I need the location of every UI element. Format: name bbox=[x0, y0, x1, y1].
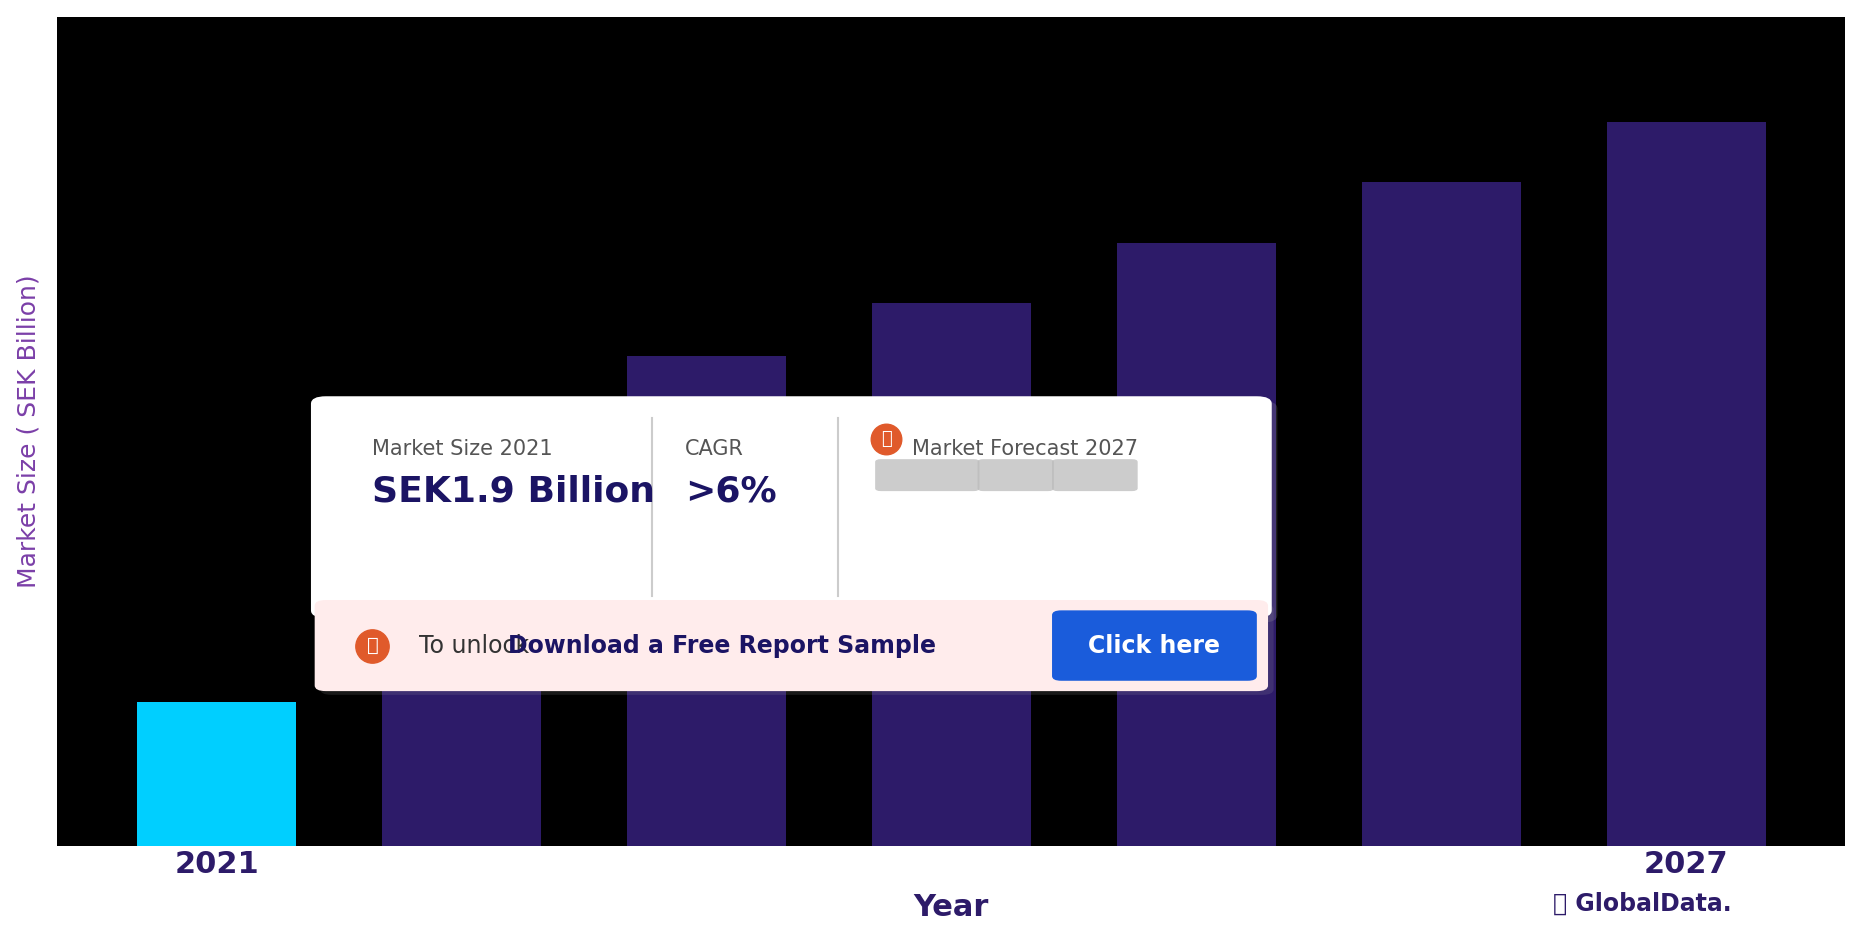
Bar bbox=[1117, 243, 1275, 846]
Text: 🔒: 🔒 bbox=[881, 430, 892, 449]
Text: To unlock: To unlock bbox=[419, 634, 536, 657]
Y-axis label: Market Size ( SEK Billion): Market Size ( SEK Billion) bbox=[17, 274, 41, 588]
Bar bbox=[1361, 182, 1521, 846]
Text: SEK1.9 Billion: SEK1.9 Billion bbox=[372, 474, 655, 508]
Text: CAGR: CAGR bbox=[685, 439, 745, 459]
Text: Market Size 2021: Market Size 2021 bbox=[372, 439, 553, 459]
Bar bbox=[382, 469, 542, 846]
Text: 🔒: 🔒 bbox=[367, 636, 378, 655]
Bar bbox=[138, 702, 296, 846]
Text: Click here: Click here bbox=[1089, 634, 1220, 657]
Bar bbox=[627, 356, 786, 846]
Text: Download a Free Report Sample: Download a Free Report Sample bbox=[508, 634, 937, 657]
Bar bbox=[871, 303, 1032, 846]
X-axis label: Year: Year bbox=[914, 893, 989, 922]
Text: Market Forecast 2027: Market Forecast 2027 bbox=[912, 439, 1138, 459]
Bar bbox=[1607, 122, 1765, 846]
Text: ⦸ GlobalData.: ⦸ GlobalData. bbox=[1553, 891, 1732, 916]
Text: >6%: >6% bbox=[685, 474, 776, 508]
